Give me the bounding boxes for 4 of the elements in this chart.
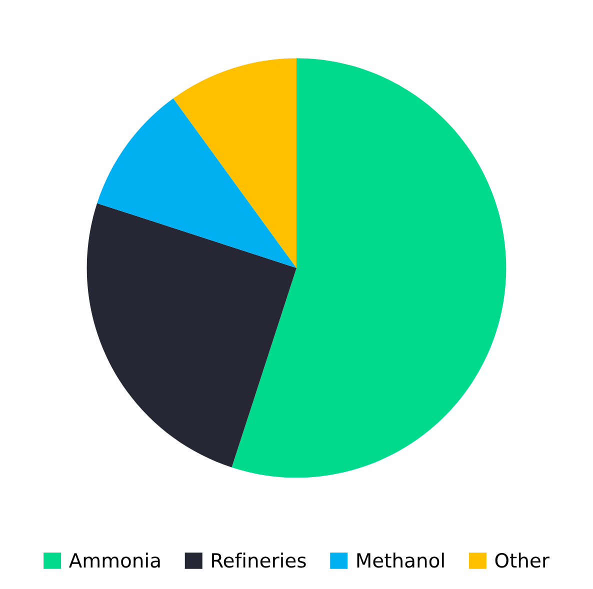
- legend-label: Other: [495, 552, 550, 568]
- legend-label: Ammonia: [68, 552, 160, 568]
- legend-label: Refineries: [212, 552, 306, 568]
- legend-label: Methanol: [357, 552, 444, 568]
